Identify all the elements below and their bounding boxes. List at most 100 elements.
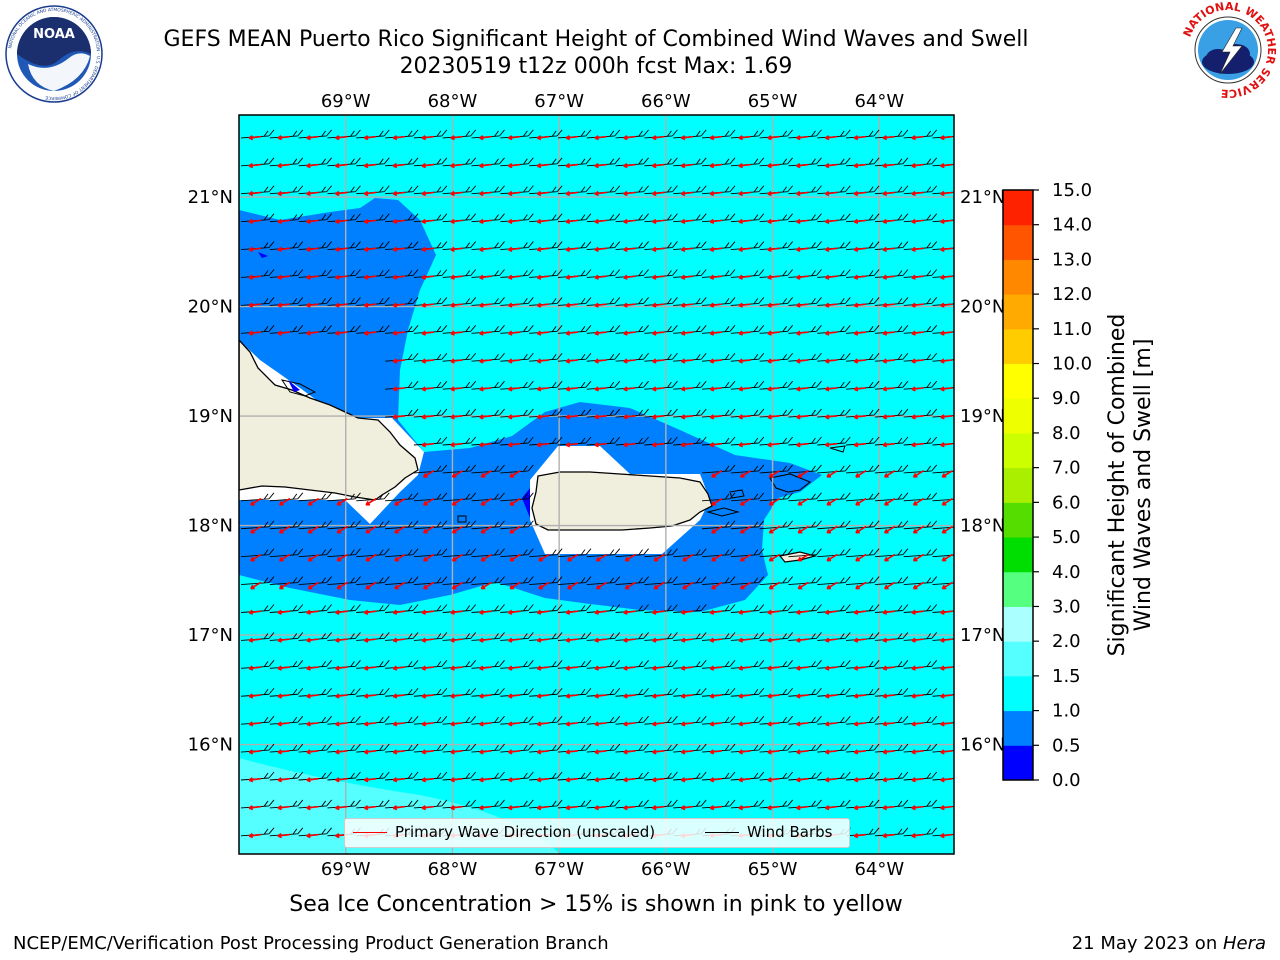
wave-arrow: [421, 302, 434, 308]
wave-arrow: [277, 833, 290, 839]
wave-arrow: [680, 442, 694, 448]
wave-arrow: [450, 386, 463, 392]
wind-barb: [903, 548, 938, 558]
wave-arrow: [479, 135, 492, 141]
wave-arrow: [306, 302, 319, 308]
colorbar-segment: [1003, 224, 1033, 260]
wave-arrow: [278, 553, 291, 562]
wind-barb: [500, 520, 534, 530]
lon-label-bottom: 66°W: [641, 859, 691, 880]
wave-arrow: [594, 414, 607, 420]
wave-arrow: [623, 805, 636, 811]
wave-arrow: [623, 330, 636, 336]
wave-arrow: [912, 525, 925, 534]
wave-arrow: [709, 162, 723, 169]
wave-arrow: [392, 414, 406, 420]
wave-arrow: [853, 442, 867, 448]
wave-arrow: [479, 721, 492, 727]
wave-arrow: [536, 162, 550, 169]
wave-arrow: [277, 330, 290, 336]
wave-arrow: [363, 609, 377, 615]
wave-arrow: [940, 135, 953, 141]
wave-arrow: [709, 665, 723, 671]
wave-arrow: [277, 246, 290, 252]
map-frame: [238, 114, 955, 855]
wave-arrow: [248, 777, 262, 783]
wind-barb: [500, 464, 534, 474]
wave-arrow: [363, 693, 377, 699]
colorbar-tick-label: 2.0: [1052, 631, 1081, 652]
wave-arrow: [392, 190, 406, 197]
wave-arrow: [565, 246, 579, 252]
wind-barb: [874, 464, 909, 474]
wave-arrow: [277, 721, 290, 727]
wave-arrow: [911, 749, 924, 755]
wave-arrow: [796, 693, 809, 699]
wave-arrow: [536, 358, 550, 364]
wave-arrow: [565, 414, 579, 420]
wind-barb: [240, 576, 275, 586]
lon-label-bottom: 65°W: [748, 859, 798, 880]
wave-arrow: [709, 190, 723, 197]
wave-arrow: [911, 358, 924, 364]
wave-arrow: [623, 693, 636, 699]
wave-arrow: [335, 274, 348, 280]
wave-arrow: [565, 190, 579, 197]
wave-arrow: [853, 330, 867, 336]
colorbar-tick-label: 11.0: [1052, 319, 1092, 340]
wave-arrow: [421, 218, 434, 225]
wave-arrow: [738, 777, 751, 783]
wave-arrow: [709, 386, 723, 392]
wave-arrow: [796, 609, 809, 615]
wave-arrow: [853, 805, 867, 811]
wave-arrow: [882, 777, 895, 783]
lon-label-bottom: 68°W: [428, 859, 478, 880]
wind-barb: [903, 576, 938, 586]
wave-arrow: [824, 637, 838, 643]
wave-arrow: [335, 693, 348, 699]
wave-arrow: [853, 190, 867, 197]
wave-arrow: [479, 274, 492, 280]
virgin-islands-coast: [769, 473, 812, 493]
wave-arrow: [421, 721, 434, 727]
wave-arrow: [682, 581, 694, 590]
wave-arrow: [711, 497, 723, 506]
wave-arrow: [450, 609, 463, 615]
wave-arrow: [594, 721, 607, 727]
wave-arrow: [709, 777, 723, 783]
wave-arrow: [335, 135, 348, 141]
wave-arrow: [307, 581, 320, 590]
wave-arrow: [509, 553, 521, 562]
wave-arrow: [652, 637, 665, 643]
wave-arrow: [767, 162, 780, 169]
wave-arrow: [594, 246, 607, 252]
wave-arrow: [680, 805, 694, 811]
wave-arrow: [911, 637, 924, 643]
wave-arrow: [853, 386, 867, 392]
wave-arrow: [421, 274, 434, 280]
wave-arrow: [796, 414, 809, 420]
wave-arrow: [336, 553, 348, 562]
svg-text:NOAA: NOAA: [33, 27, 75, 42]
lat-label-left: 21°N: [188, 187, 233, 208]
wave-arrow: [796, 330, 809, 336]
wave-arrow: [767, 218, 780, 225]
wave-arrow: [738, 721, 751, 727]
wind-barb: [471, 492, 505, 502]
wind-barb: [413, 492, 448, 502]
wave-arrow: [335, 302, 348, 308]
wave-arrow: [709, 218, 723, 225]
wave-arrow: [248, 135, 262, 141]
wave-arrow: [796, 135, 809, 141]
wave-arrow: [421, 190, 434, 197]
wave-arrow: [912, 497, 925, 506]
wave-arrow: [507, 442, 521, 448]
wind-barb: [327, 576, 361, 586]
wind-barb: [500, 492, 534, 502]
wind-barb: [269, 548, 304, 558]
wave-arrow: [335, 609, 348, 615]
wind-barb: [730, 464, 765, 474]
wave-arrow: [336, 497, 348, 506]
wind-barb: [788, 464, 822, 474]
wave-arrow: [248, 190, 262, 197]
